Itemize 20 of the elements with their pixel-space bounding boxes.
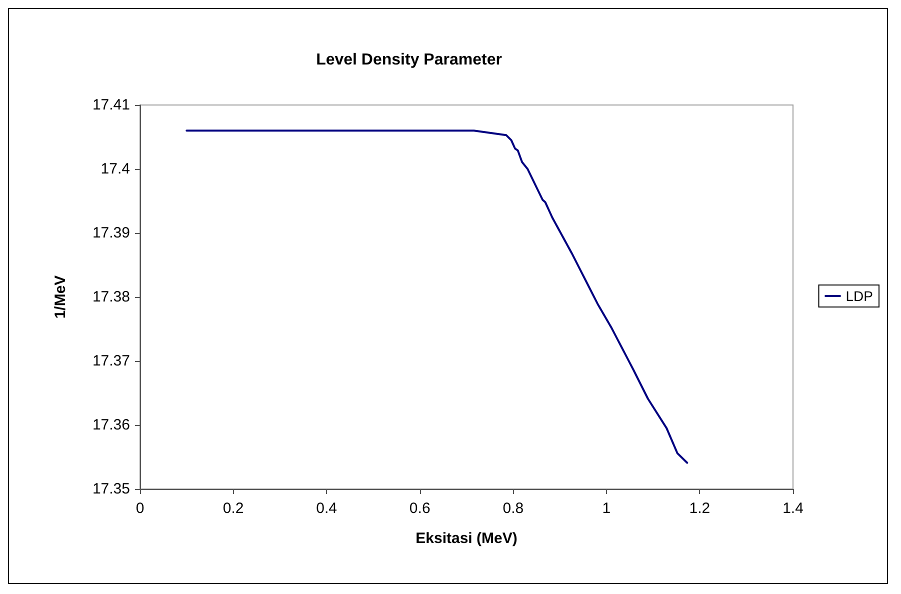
y-tick-label: 17.41 (92, 96, 130, 114)
legend-label: LDP (846, 288, 873, 304)
x-tick-label: 0.8 (502, 500, 524, 517)
x-tick-label: 1 (602, 500, 611, 517)
line-series (186, 130, 688, 464)
x-tick-label: 0.4 (316, 500, 337, 517)
y-tick-label: 17.35 (92, 480, 130, 498)
x-axis-title: Eksitasi (MeV) (416, 530, 518, 547)
x-tick-label: 0.6 (409, 500, 430, 517)
chart-title: Level Density Parameter (316, 52, 502, 68)
y-tick-label: 17.37 (92, 352, 130, 370)
x-tick-label: 1.4 (782, 500, 804, 517)
y-axis-title: 1/MeV (52, 275, 69, 319)
y-tick-label: 17.38 (92, 288, 130, 306)
x-tick-label: 1.2 (689, 500, 710, 517)
y-tick-label: 17.39 (92, 224, 130, 242)
x-tick-label: 0.2 (222, 500, 244, 517)
y-tick-label: 17.36 (92, 416, 130, 434)
x-tick-label: 0 (136, 500, 144, 517)
y-tick-label: 17.4 (100, 160, 130, 178)
